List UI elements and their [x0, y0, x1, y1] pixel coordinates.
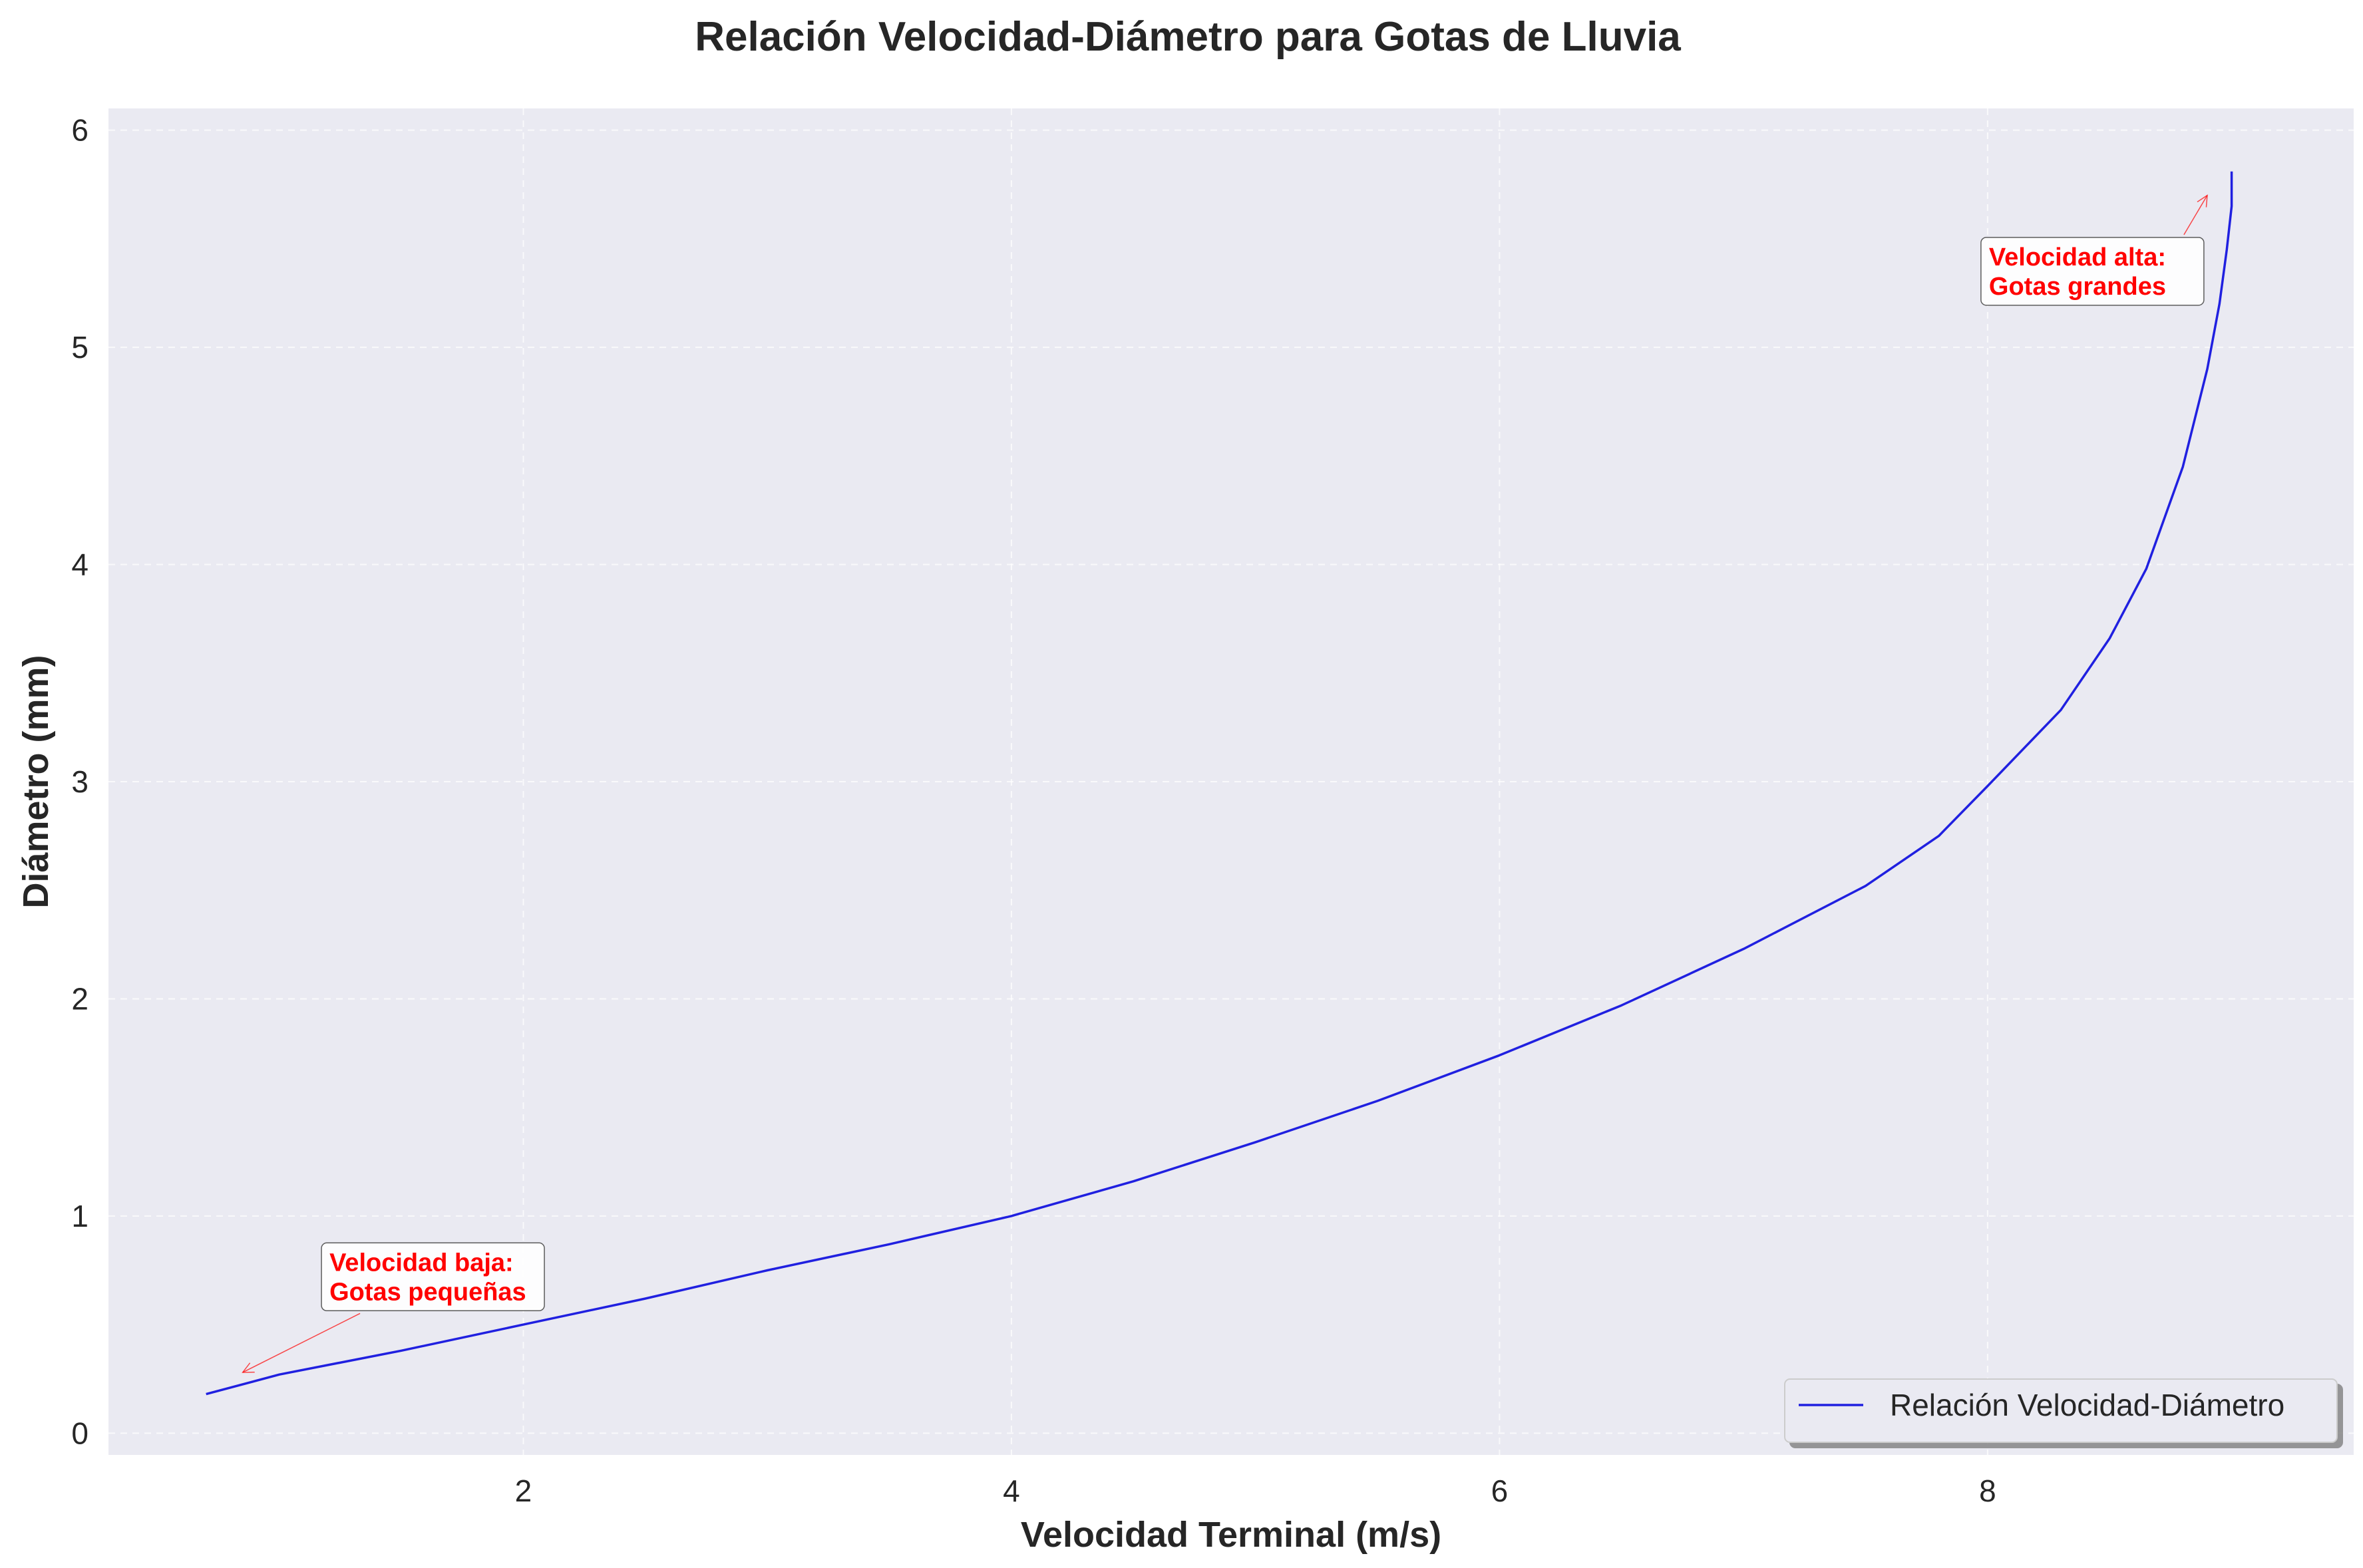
annotation-layer: Velocidad baja:Gotas pequeñas Velocidad a… — [242, 194, 2208, 1373]
chart-title: Relación Velocidad-Diámetro para Gotas d… — [695, 14, 1681, 60]
y-axis-label: Diámetro (mm) — [16, 655, 56, 908]
x-tick-label: 2 — [515, 1474, 532, 1508]
legend: Relación Velocidad-Diámetro — [1784, 1378, 2338, 1443]
legend-box — [1784, 1378, 2338, 1443]
x-tick-label: 4 — [1003, 1474, 1020, 1508]
tick-labels: 2 4 6 8 0 1 2 3 4 5 6 — [71, 113, 1996, 1508]
legend-entry-label: Relación Velocidad-Diámetro — [1890, 1388, 2284, 1422]
annotation-box — [321, 1242, 545, 1312]
y-tick-label: 3 — [71, 764, 89, 799]
annotation-arrow — [242, 1313, 361, 1373]
series-line — [206, 171, 2233, 1396]
y-tick-label: 6 — [71, 113, 89, 148]
x-tick-label: 6 — [1491, 1474, 1509, 1508]
y-tick-label: 1 — [71, 1199, 89, 1233]
y-tick-label: 5 — [71, 330, 89, 365]
annotation-line-1: Velocidad alta: — [1989, 243, 2166, 271]
y-tick-label: 0 — [71, 1416, 89, 1450]
annotation-high: Velocidad alta:Gotas grandes — [1980, 194, 2208, 306]
annotation-low: Velocidad baja:Gotas pequeñas — [242, 1242, 545, 1373]
annotation-line-2: Gotas grandes — [1989, 273, 2166, 301]
x-tick-label: 8 — [1979, 1474, 1996, 1508]
annotation-line-2: Gotas pequeñas — [329, 1278, 526, 1306]
y-tick-label: 4 — [71, 548, 89, 582]
grid — [108, 108, 2354, 1455]
annotation-box — [1980, 237, 2205, 306]
annotation-arrowhead — [2197, 194, 2208, 208]
annotation-line-1: Velocidad baja: — [329, 1249, 514, 1277]
annotation-arrow — [2183, 195, 2208, 235]
annotation-arrowhead — [242, 1362, 255, 1373]
y-tick-label: 2 — [71, 981, 89, 1016]
x-axis-label: Velocidad Terminal (m/s) — [1021, 1515, 1441, 1555]
series-layer — [206, 171, 2233, 1396]
